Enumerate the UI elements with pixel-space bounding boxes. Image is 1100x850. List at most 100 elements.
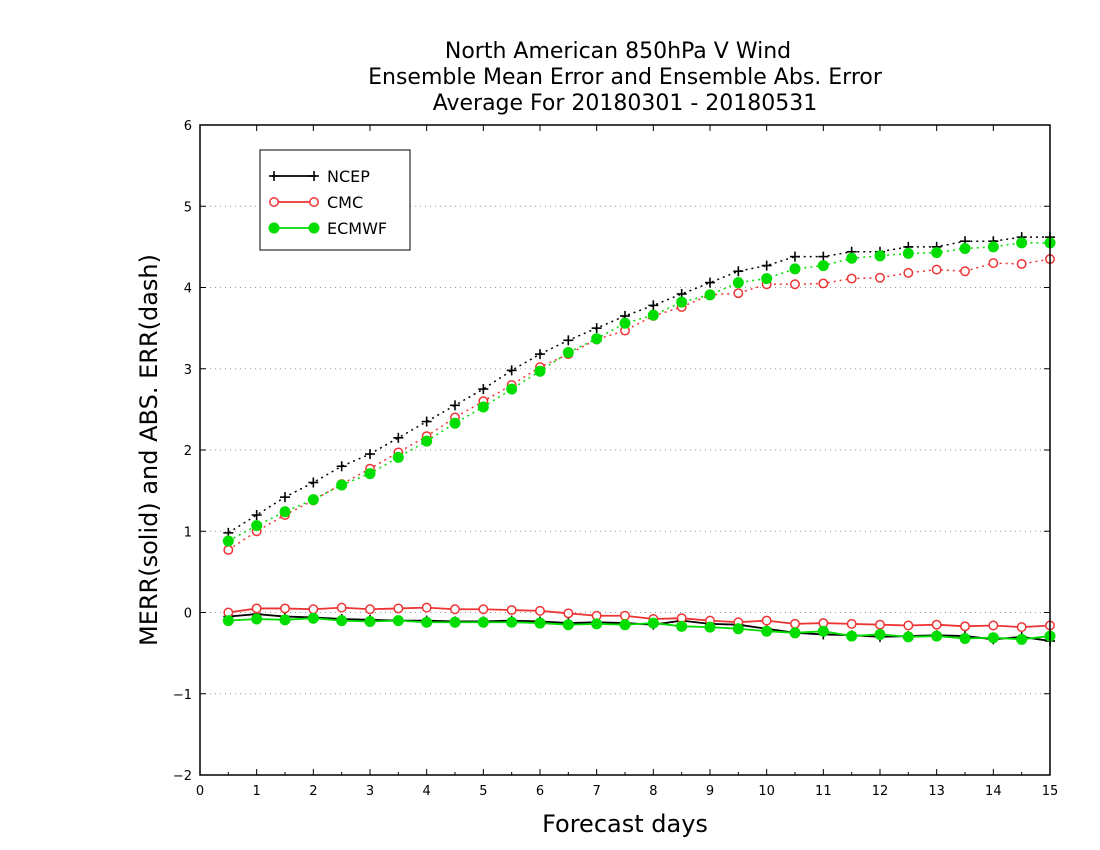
series-cmc-abs-err-point-circle-marker bbox=[733, 288, 744, 299]
series-ecmwf-abs-err-point-dot-marker bbox=[959, 243, 971, 254]
series-ecmwf-mean-err-point-dot-marker bbox=[874, 628, 886, 640]
legend-ncep-plus-marker bbox=[309, 171, 319, 181]
series-ecmwf-mean-err-point-dot-marker bbox=[251, 613, 263, 625]
series-cmc-mean-err-point-circle-marker bbox=[506, 605, 517, 616]
series-cmc-mean-err-point-circle-marker bbox=[1016, 622, 1027, 633]
series-cmc-mean-err-point-circle-marker bbox=[308, 604, 319, 615]
series-cmc-abs-err-point-circle-marker bbox=[790, 279, 800, 290]
series-cmc-mean-err-point-circle-marker bbox=[846, 618, 857, 629]
legend-label-ncep: NCEP bbox=[327, 167, 370, 186]
series-cmc-abs-err-point-circle-marker bbox=[223, 544, 234, 555]
x-tick-label: 10 bbox=[758, 784, 775, 799]
y-tick-label: 0 bbox=[184, 607, 192, 622]
series-ecmwf-mean-err-point-dot-marker bbox=[619, 619, 631, 631]
y-axis: −2 −1 0 1 2 3 4 5 6 bbox=[173, 119, 1050, 784]
series-ecmwf-abs-err-point-dot-marker bbox=[449, 417, 461, 429]
series-ecmwf-abs-err-point-dot-marker bbox=[364, 468, 376, 480]
series-ecmwf-mean-err-point-dot-marker bbox=[449, 616, 461, 628]
series-ncep-abs-err-point-plus-marker bbox=[336, 461, 347, 472]
series-ecmwf-abs-err-point-dot-marker bbox=[562, 347, 574, 358]
series-cmc-mean-err-point-circle-marker bbox=[280, 603, 290, 614]
y-tick-label: −1 bbox=[173, 688, 192, 703]
y-tick-label: 2 bbox=[184, 444, 192, 459]
y-tick-label: 6 bbox=[184, 119, 192, 134]
legend-cmc-circle-marker bbox=[269, 197, 279, 207]
series-ncep-abs-err-point-plus-marker bbox=[478, 384, 489, 395]
series-ecmwf-mean-err-point-dot-marker bbox=[761, 625, 773, 637]
x-tick-label: 12 bbox=[872, 784, 889, 799]
series-ecmwf-mean-err-point-dot-marker bbox=[959, 633, 971, 644]
series-cmc-mean-err-point-circle-marker bbox=[960, 621, 970, 632]
series-ecmwf-abs-err-point-dot-marker bbox=[902, 247, 914, 259]
series-ecmwf-mean-err-point-dot-marker bbox=[279, 614, 291, 626]
series-ecmwf-abs-err-point-dot-marker bbox=[704, 289, 716, 301]
series-cmc-abs-err-point-circle-marker bbox=[931, 264, 942, 275]
legend-label-cmc: CMC bbox=[327, 193, 363, 212]
series-ncep-abs-err-point-plus-marker bbox=[393, 432, 404, 443]
x-tick-label: 8 bbox=[649, 784, 657, 799]
series-ecmwf-mean-err-point-dot-marker bbox=[846, 630, 858, 642]
series-ecmwf-mean-err-point-dot-marker bbox=[562, 619, 574, 631]
series-cmc-abs-err-line bbox=[227, 258, 1051, 551]
series-ecmwf-mean-err-point-dot-marker bbox=[506, 616, 518, 628]
series-ecmwf-abs-err-point-dot-marker bbox=[1016, 237, 1028, 249]
series-ncep-abs-err-point-plus-marker bbox=[421, 416, 432, 427]
series-cmc-mean-err-point-circle-marker bbox=[450, 604, 460, 615]
series-ecmwf-mean-err-point-dot-marker bbox=[307, 612, 319, 624]
legend-ecmwf-dot-marker bbox=[308, 222, 320, 234]
x-tick-label: 5 bbox=[479, 784, 487, 799]
series-cmc-mean-err-point-circle-marker bbox=[931, 619, 942, 630]
series-ecmwf-mean-err-point-dot-marker bbox=[987, 632, 999, 644]
y-tick-label: 4 bbox=[184, 282, 192, 297]
series-cmc-mean-err-point-circle-marker bbox=[251, 603, 262, 614]
series-cmc-mean-err-point-circle-marker bbox=[365, 604, 375, 615]
series-cmc-abs-err-point-circle-marker bbox=[960, 266, 970, 277]
series-ecmwf-abs-err-point-dot-marker bbox=[987, 241, 999, 253]
x-tick-label: 13 bbox=[928, 784, 945, 799]
series-ecmwf-mean-err-point-dot-marker bbox=[336, 615, 348, 627]
series-ecmwf-abs-err-point-dot-marker bbox=[307, 494, 319, 506]
series-ecmwf-mean-err-point-dot-marker bbox=[364, 615, 376, 627]
x-tick-label: 7 bbox=[593, 784, 601, 799]
series-ecmwf-abs-err-point-dot-marker bbox=[392, 451, 404, 463]
x-tick-label: 15 bbox=[1042, 784, 1059, 799]
series-cmc-mean-err-point-circle-marker bbox=[478, 604, 489, 615]
series-ecmwf-mean-err-point-dot-marker bbox=[1016, 633, 1028, 645]
legend-ncep-plus-marker bbox=[269, 171, 279, 181]
series-ecmwf-mean-err-point-dot-marker bbox=[421, 616, 433, 628]
series-ncep-abs-err-point-plus-marker bbox=[506, 365, 517, 376]
chart-title-line-1: North American 850hPa V Wind bbox=[445, 39, 791, 64]
y-tick-label: −2 bbox=[173, 769, 192, 784]
series-cmc-mean-err-point-circle-marker bbox=[535, 605, 545, 616]
series-ecmwf-abs-err-point-dot-marker bbox=[336, 479, 348, 491]
series-ncep-abs-err-point-plus-marker bbox=[790, 251, 800, 262]
series-cmc-mean-err-point-circle-marker bbox=[790, 618, 800, 629]
series-ecmwf-mean-err-point-dot-marker bbox=[817, 625, 829, 637]
series-ncep-abs-err-line bbox=[227, 236, 1050, 534]
series-cmc-abs-err-point-circle-marker bbox=[875, 272, 885, 283]
legend-ecmwf-dot-marker bbox=[268, 222, 280, 234]
series-layer bbox=[222, 232, 1056, 646]
series-ncep-abs-err-point-plus-marker bbox=[705, 277, 715, 288]
legend-item-cmc: CMC bbox=[269, 193, 363, 212]
series-cmc-abs-err-point-circle-marker bbox=[988, 258, 999, 269]
series-cmc-mean-err-point-circle-marker bbox=[393, 603, 404, 614]
series-cmc-mean-err-point-circle-marker bbox=[903, 620, 914, 631]
series-ncep-abs-err-point-plus-marker bbox=[251, 510, 262, 520]
series-ecmwf-abs-err-point-dot-marker bbox=[222, 535, 234, 547]
series-ecmwf-mean-err-point-dot-marker bbox=[534, 617, 546, 629]
series-ecmwf-abs-err-point-dot-marker bbox=[874, 250, 886, 262]
series-ncep-abs-err-point-plus-marker bbox=[535, 349, 545, 360]
series-ecmwf-abs-err-point-dot-marker bbox=[534, 365, 546, 377]
series-cmc-mean-err-point-circle-marker bbox=[563, 608, 574, 619]
x-axis-label: Forecast days bbox=[542, 810, 708, 838]
series-cmc-mean-err-point-circle-marker bbox=[988, 620, 999, 631]
series-ecmwf-mean-err-point-dot-marker bbox=[647, 617, 659, 629]
series-ecmwf-mean-err-point-dot-marker bbox=[676, 620, 688, 632]
series-ecmwf-mean-err-point-dot-marker bbox=[704, 621, 716, 633]
series-cmc-mean-err-point-circle-marker bbox=[421, 602, 432, 613]
series-cmc-abs-err-point-circle-marker bbox=[846, 273, 857, 284]
series-ncep-abs-err-point-plus-marker bbox=[591, 323, 602, 334]
series-ecmwf-mean-err-point-dot-marker bbox=[477, 616, 489, 628]
